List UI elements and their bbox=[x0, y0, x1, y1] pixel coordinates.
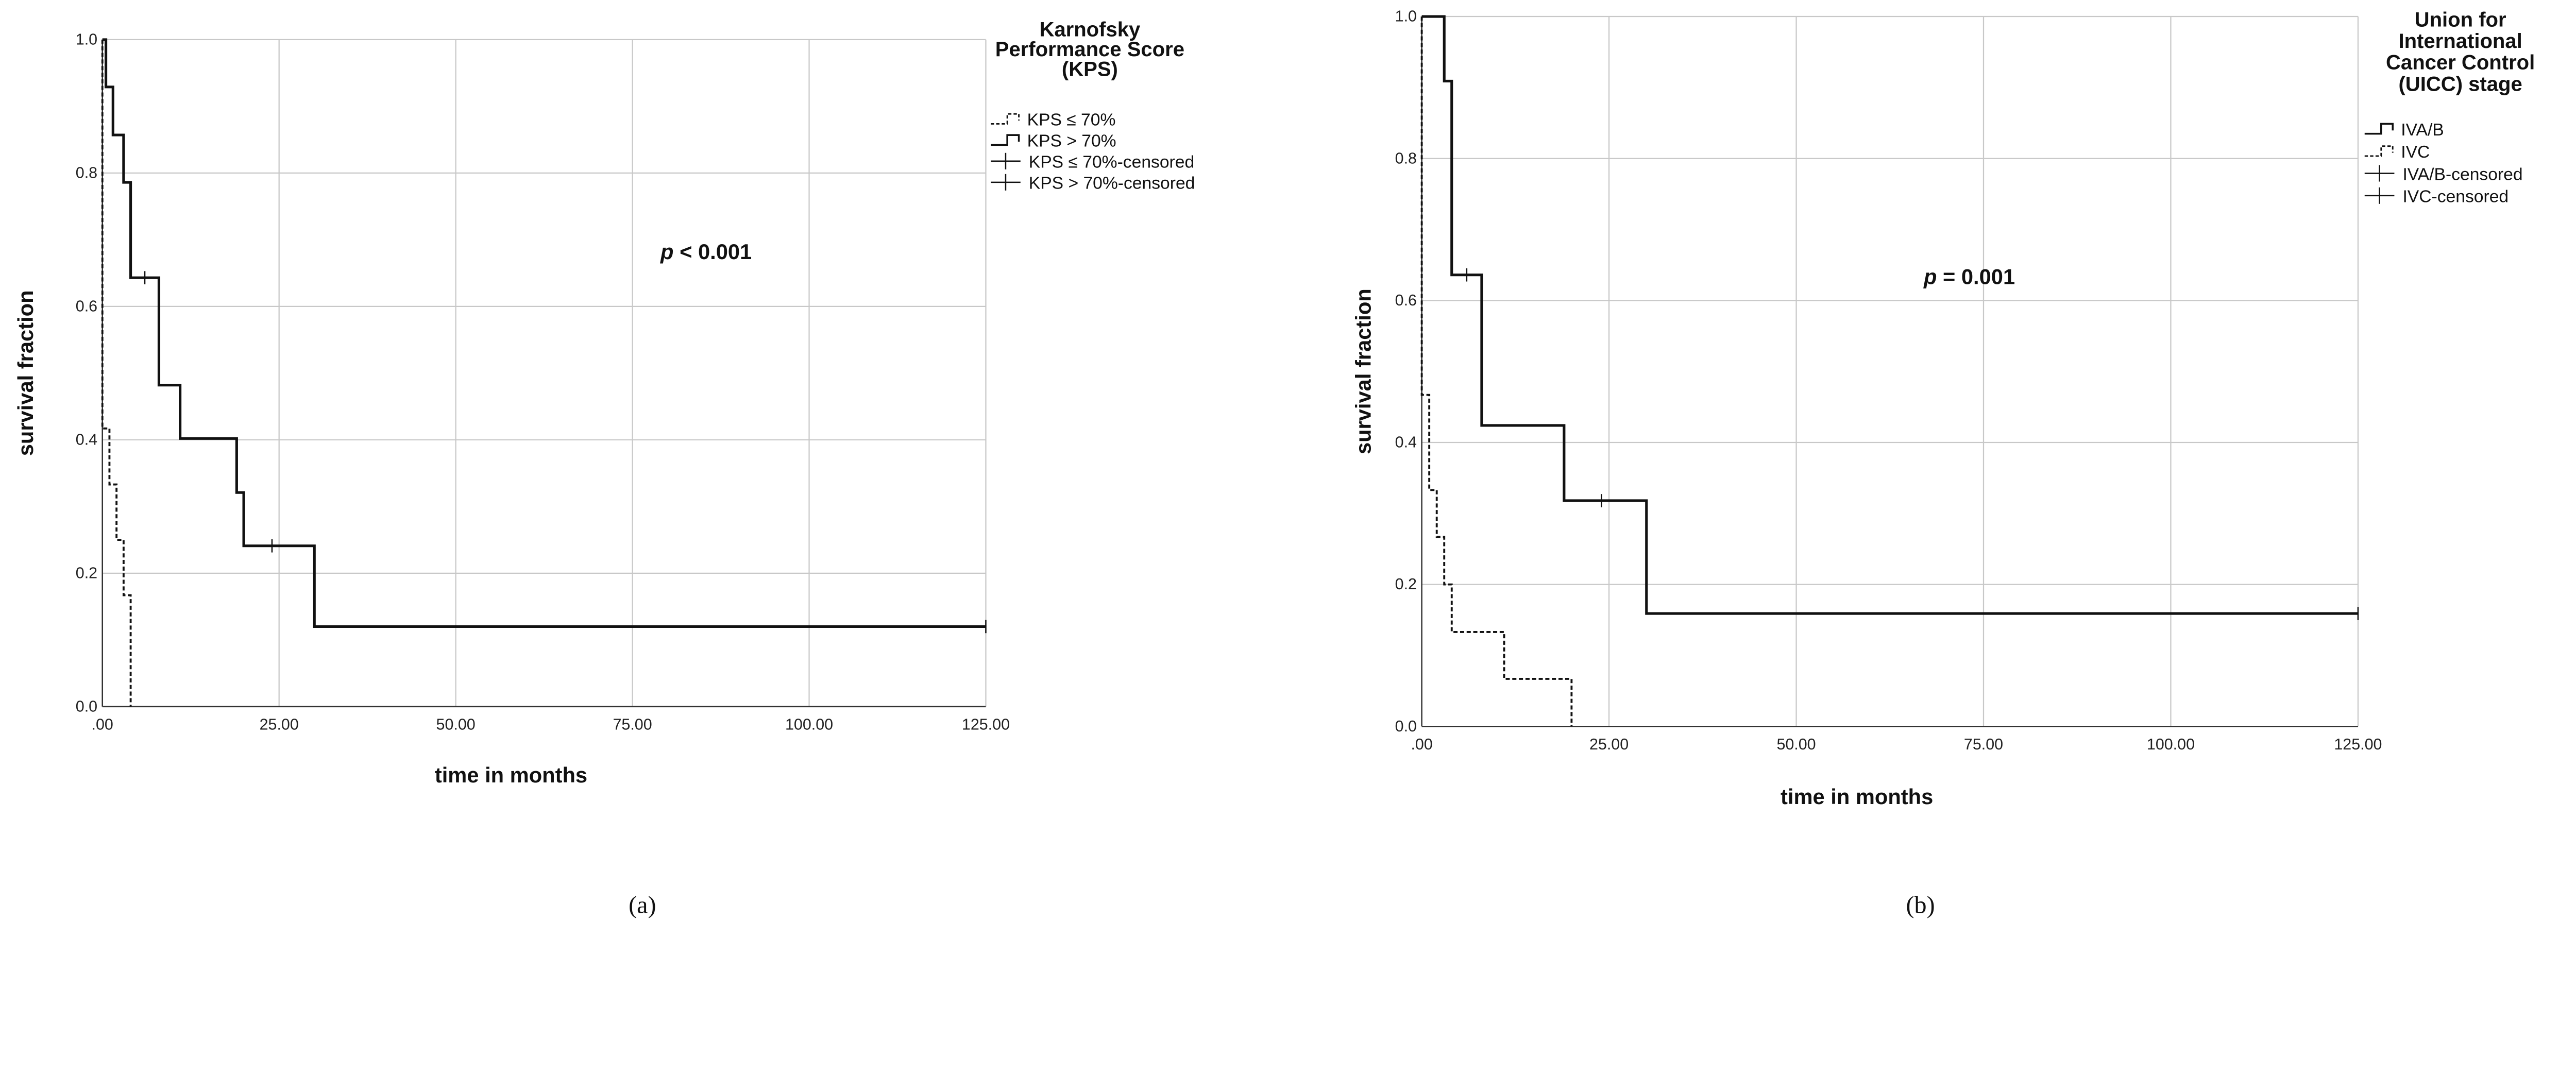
x-tick-label: .00 bbox=[92, 716, 113, 733]
legend-item-label: IVA/B-censored bbox=[2402, 165, 2522, 184]
legend-title-line: (KPS) bbox=[1062, 58, 1118, 80]
y-tick-label: 0.8 bbox=[1395, 149, 1417, 167]
y-tick-label: 0.2 bbox=[1395, 575, 1417, 593]
p-symbol: p bbox=[660, 240, 673, 264]
x-tick-label: 50.00 bbox=[1776, 736, 1816, 753]
y-tick-label: 0.0 bbox=[1395, 718, 1417, 735]
legend-title-line: (UICC) stage bbox=[2398, 73, 2522, 95]
legend-item-label: KPS > 70%-censored bbox=[1029, 174, 1195, 193]
series-line-0 bbox=[101, 39, 132, 707]
y-tick-label: 0.2 bbox=[76, 564, 97, 582]
panel-b: (b) .00 25.00 50.00 75.00 100.00 125.00 0.0 0.2… bbox=[1351, 8, 2535, 919]
panel-a: (a) .00 25.00 50.00 75.00 100.00 125.00 0.0 0.2… bbox=[13, 19, 1195, 919]
legend-item-label: IVC-censored bbox=[2402, 187, 2509, 207]
series-line-0 bbox=[1421, 15, 2358, 615]
legend-title-line: Performance Score bbox=[995, 38, 1184, 61]
x-axis-label: time in months bbox=[1781, 784, 1933, 809]
p-value-annotation: p < 0.001 bbox=[660, 240, 752, 264]
legend-item-label: IVC bbox=[2401, 143, 2430, 162]
x-tick-label: 25.00 bbox=[260, 716, 299, 733]
x-tick-label: 125.00 bbox=[962, 716, 1010, 733]
y-tick-label: 0.0 bbox=[76, 697, 97, 715]
x-tick-label: 100.00 bbox=[785, 716, 833, 733]
p-value-annotation: p = 0.001 bbox=[1923, 264, 2015, 288]
x-tick-label: 50.00 bbox=[436, 716, 476, 733]
p-value: = 0.001 bbox=[1937, 264, 2015, 288]
y-tick-label: 0.4 bbox=[76, 431, 97, 448]
legend-swatch-line bbox=[2364, 123, 2394, 135]
y-tick-label: 1.0 bbox=[1395, 8, 1417, 25]
y-axis-label: survival fraction bbox=[1351, 288, 1375, 454]
x-axis-label: time in months bbox=[435, 763, 587, 787]
caption-a: (a) bbox=[629, 891, 656, 918]
x-tick-label: 125.00 bbox=[2334, 736, 2382, 753]
x-tick-label: 100.00 bbox=[2147, 736, 2195, 753]
y-tick-label: 0.8 bbox=[76, 164, 97, 182]
p-value: < 0.001 bbox=[674, 240, 752, 264]
legend-swatch-line bbox=[2364, 145, 2394, 157]
legend-item-label: KPS > 70% bbox=[1027, 132, 1116, 151]
legend-title-line: International bbox=[2398, 30, 2522, 53]
figure: (a) .00 25.00 50.00 75.00 100.00 125.00 0.0 0.2… bbox=[13, 8, 2535, 919]
legend-title-line: Union for bbox=[2415, 8, 2506, 31]
x-tick-label: 75.00 bbox=[1964, 736, 2003, 753]
series-line-1 bbox=[1420, 16, 1573, 727]
p-symbol: p bbox=[1923, 264, 1937, 288]
y-tick-label: 0.6 bbox=[76, 297, 97, 315]
y-tick-label: 0.6 bbox=[1395, 292, 1417, 309]
caption-b: (b) bbox=[1906, 891, 1935, 918]
x-tick-label: .00 bbox=[1411, 736, 1432, 753]
legend-title-line: Karnofsky bbox=[1039, 19, 1141, 41]
x-tick-label: 25.00 bbox=[1589, 736, 1629, 753]
legend-swatch-line bbox=[991, 113, 1020, 125]
x-tick-label: 75.00 bbox=[613, 716, 652, 733]
legend-item-label: KPS ≤ 70%-censored bbox=[1029, 153, 1194, 172]
legend-item-label: IVA/B bbox=[2401, 121, 2444, 140]
legend-title-line: Cancer Control bbox=[2386, 52, 2535, 74]
series-line-1 bbox=[102, 38, 986, 628]
y-tick-label: 0.4 bbox=[1395, 434, 1417, 451]
y-tick-label: 1.0 bbox=[76, 31, 97, 48]
legend-item-label: KPS ≤ 70% bbox=[1027, 111, 1116, 130]
y-axis-label: survival fraction bbox=[13, 290, 38, 456]
legend-swatch-line bbox=[991, 134, 1020, 146]
